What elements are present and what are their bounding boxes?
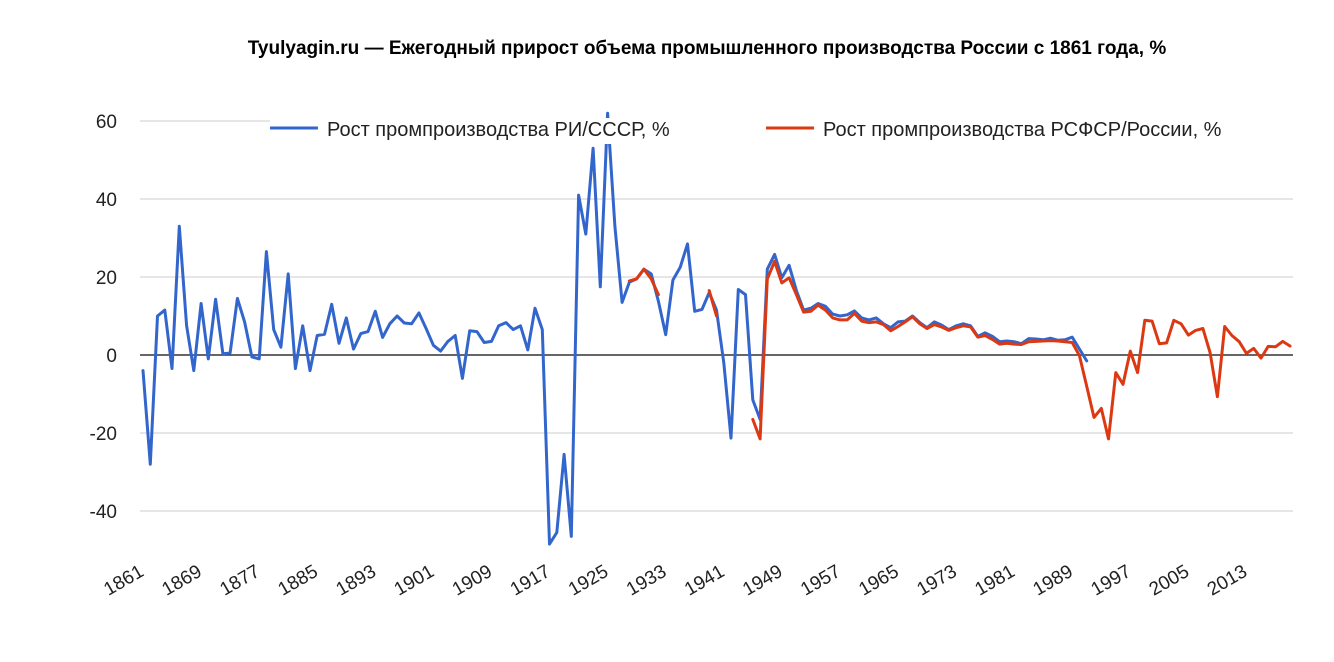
x-tick-label: 1965 (855, 561, 902, 600)
series-line-1-segment-0 (627, 267, 660, 297)
x-tick-label: 1989 (1030, 561, 1077, 600)
x-tick-label: 1901 (391, 561, 438, 600)
y-tick-label: -40 (90, 502, 117, 523)
x-tick-label: 1981 (972, 561, 1019, 600)
x-tick-label: 1997 (1088, 561, 1135, 600)
legend-background (270, 118, 1300, 144)
x-tick-label: 1861 (100, 561, 147, 600)
x-tick-label: 1893 (333, 561, 380, 600)
x-tick-label: 1925 (565, 561, 612, 600)
y-tick-label: 0 (106, 346, 117, 367)
x-tick-label: 1957 (797, 561, 844, 600)
x-tick-label: 1933 (623, 561, 670, 600)
legend-label-series-0: Рост промпроизводства РИ/СССР, % (327, 119, 670, 141)
x-tick-label: 2013 (1204, 561, 1251, 600)
y-tick-label: 40 (96, 190, 117, 211)
legend-label-series-1: Рост промпроизводства РСФСР/России, % (823, 119, 1222, 141)
x-tick-label: 1877 (217, 561, 264, 600)
y-tick-label: 60 (96, 112, 117, 133)
x-tick-label: 1885 (275, 561, 322, 600)
x-tick-label: 1973 (913, 561, 960, 600)
x-tick-label: 1949 (739, 561, 786, 600)
x-tick-label: 2005 (1146, 561, 1193, 600)
x-tick-label: 1909 (449, 561, 496, 600)
x-tick-label: 1917 (507, 561, 554, 600)
legend: Рост промпроизводства РИ/СССР, % Рост пр… (270, 118, 1300, 144)
y-tick-label: -20 (90, 424, 117, 445)
series-layer (141, 111, 1292, 546)
series-line-1-segment-1 (707, 289, 718, 318)
chart-title: Tyulyagin.ru — Ежегодный прирост объема … (247, 38, 1167, 59)
x-axis-ticks: 1861 1869 1877 1885 1893 1901 1909 1917 1925 1933… (100, 561, 1251, 600)
x-tick-label: 1869 (158, 561, 205, 600)
series-line-1-segment-2 (751, 259, 1292, 441)
y-axis-ticks: 60 40 20 0 -20 -40 (90, 112, 117, 523)
x-tick-label: 1941 (681, 561, 728, 600)
y-tick-label: 20 (96, 268, 117, 289)
